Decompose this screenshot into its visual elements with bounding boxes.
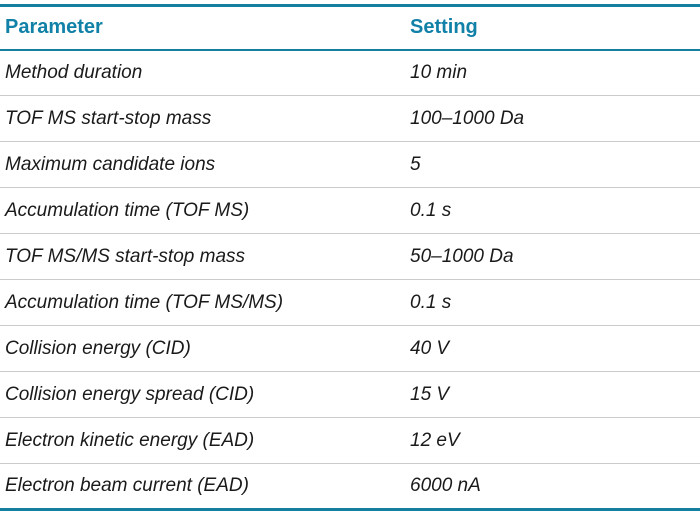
parameter-cell: Electron kinetic energy (EAD) [5,429,255,451]
parameter-cell: Accumulation time (TOF MS) [5,199,250,221]
setting-cell: 10 min [410,61,468,83]
parameter-settings-table: Parameter Setting Method duration 10 min… [0,4,700,511]
setting-cell: 40 V [410,337,450,359]
parameter-cell: Electron beam current (EAD) [5,475,249,496]
table-row: Maximum candidate ions 5 [0,142,700,188]
parameter-cell: TOF MS start-stop mass [5,107,212,129]
parameter-cell: Method duration [5,61,143,83]
setting-cell: 50–1000 Da [410,245,514,267]
column-header-setting: Setting [410,16,478,39]
setting-cell: 0.1 s [410,199,452,221]
setting-cell: 12 eV [410,429,460,451]
table-row: TOF MS start-stop mass 100–1000 Da [0,96,700,142]
column-header-parameter: Parameter [5,16,103,39]
setting-cell: 15 V [410,383,450,405]
header-row: Parameter Setting [0,6,700,50]
parameter-cell: TOF MS/MS start-stop mass [5,245,246,267]
setting-cell: 100–1000 Da [410,107,525,129]
setting-cell: 6000 nA [410,475,481,496]
table-row: Electron beam current (EAD) 6000 nA [0,464,700,510]
setting-cell: 5 [410,153,421,175]
table-row: Collision energy (CID) 40 V [0,326,700,372]
table-row: Electron kinetic energy (EAD) 12 eV [0,418,700,464]
table-row: Accumulation time (TOF MS/MS) 0.1 s [0,280,700,326]
table-row: Accumulation time (TOF MS) 0.1 s [0,188,700,234]
table-row: Method duration 10 min [0,50,700,96]
setting-cell: 0.1 s [410,291,452,313]
parameter-cell: Collision energy (CID) [5,337,191,359]
parameter-cell: Maximum candidate ions [5,153,216,175]
parameter-cell: Accumulation time (TOF MS/MS) [5,291,284,313]
parameter-cell: Collision energy spread (CID) [5,383,255,405]
table-row: TOF MS/MS start-stop mass 50–1000 Da [0,234,700,280]
table-row: Collision energy spread (CID) 15 V [0,372,700,418]
